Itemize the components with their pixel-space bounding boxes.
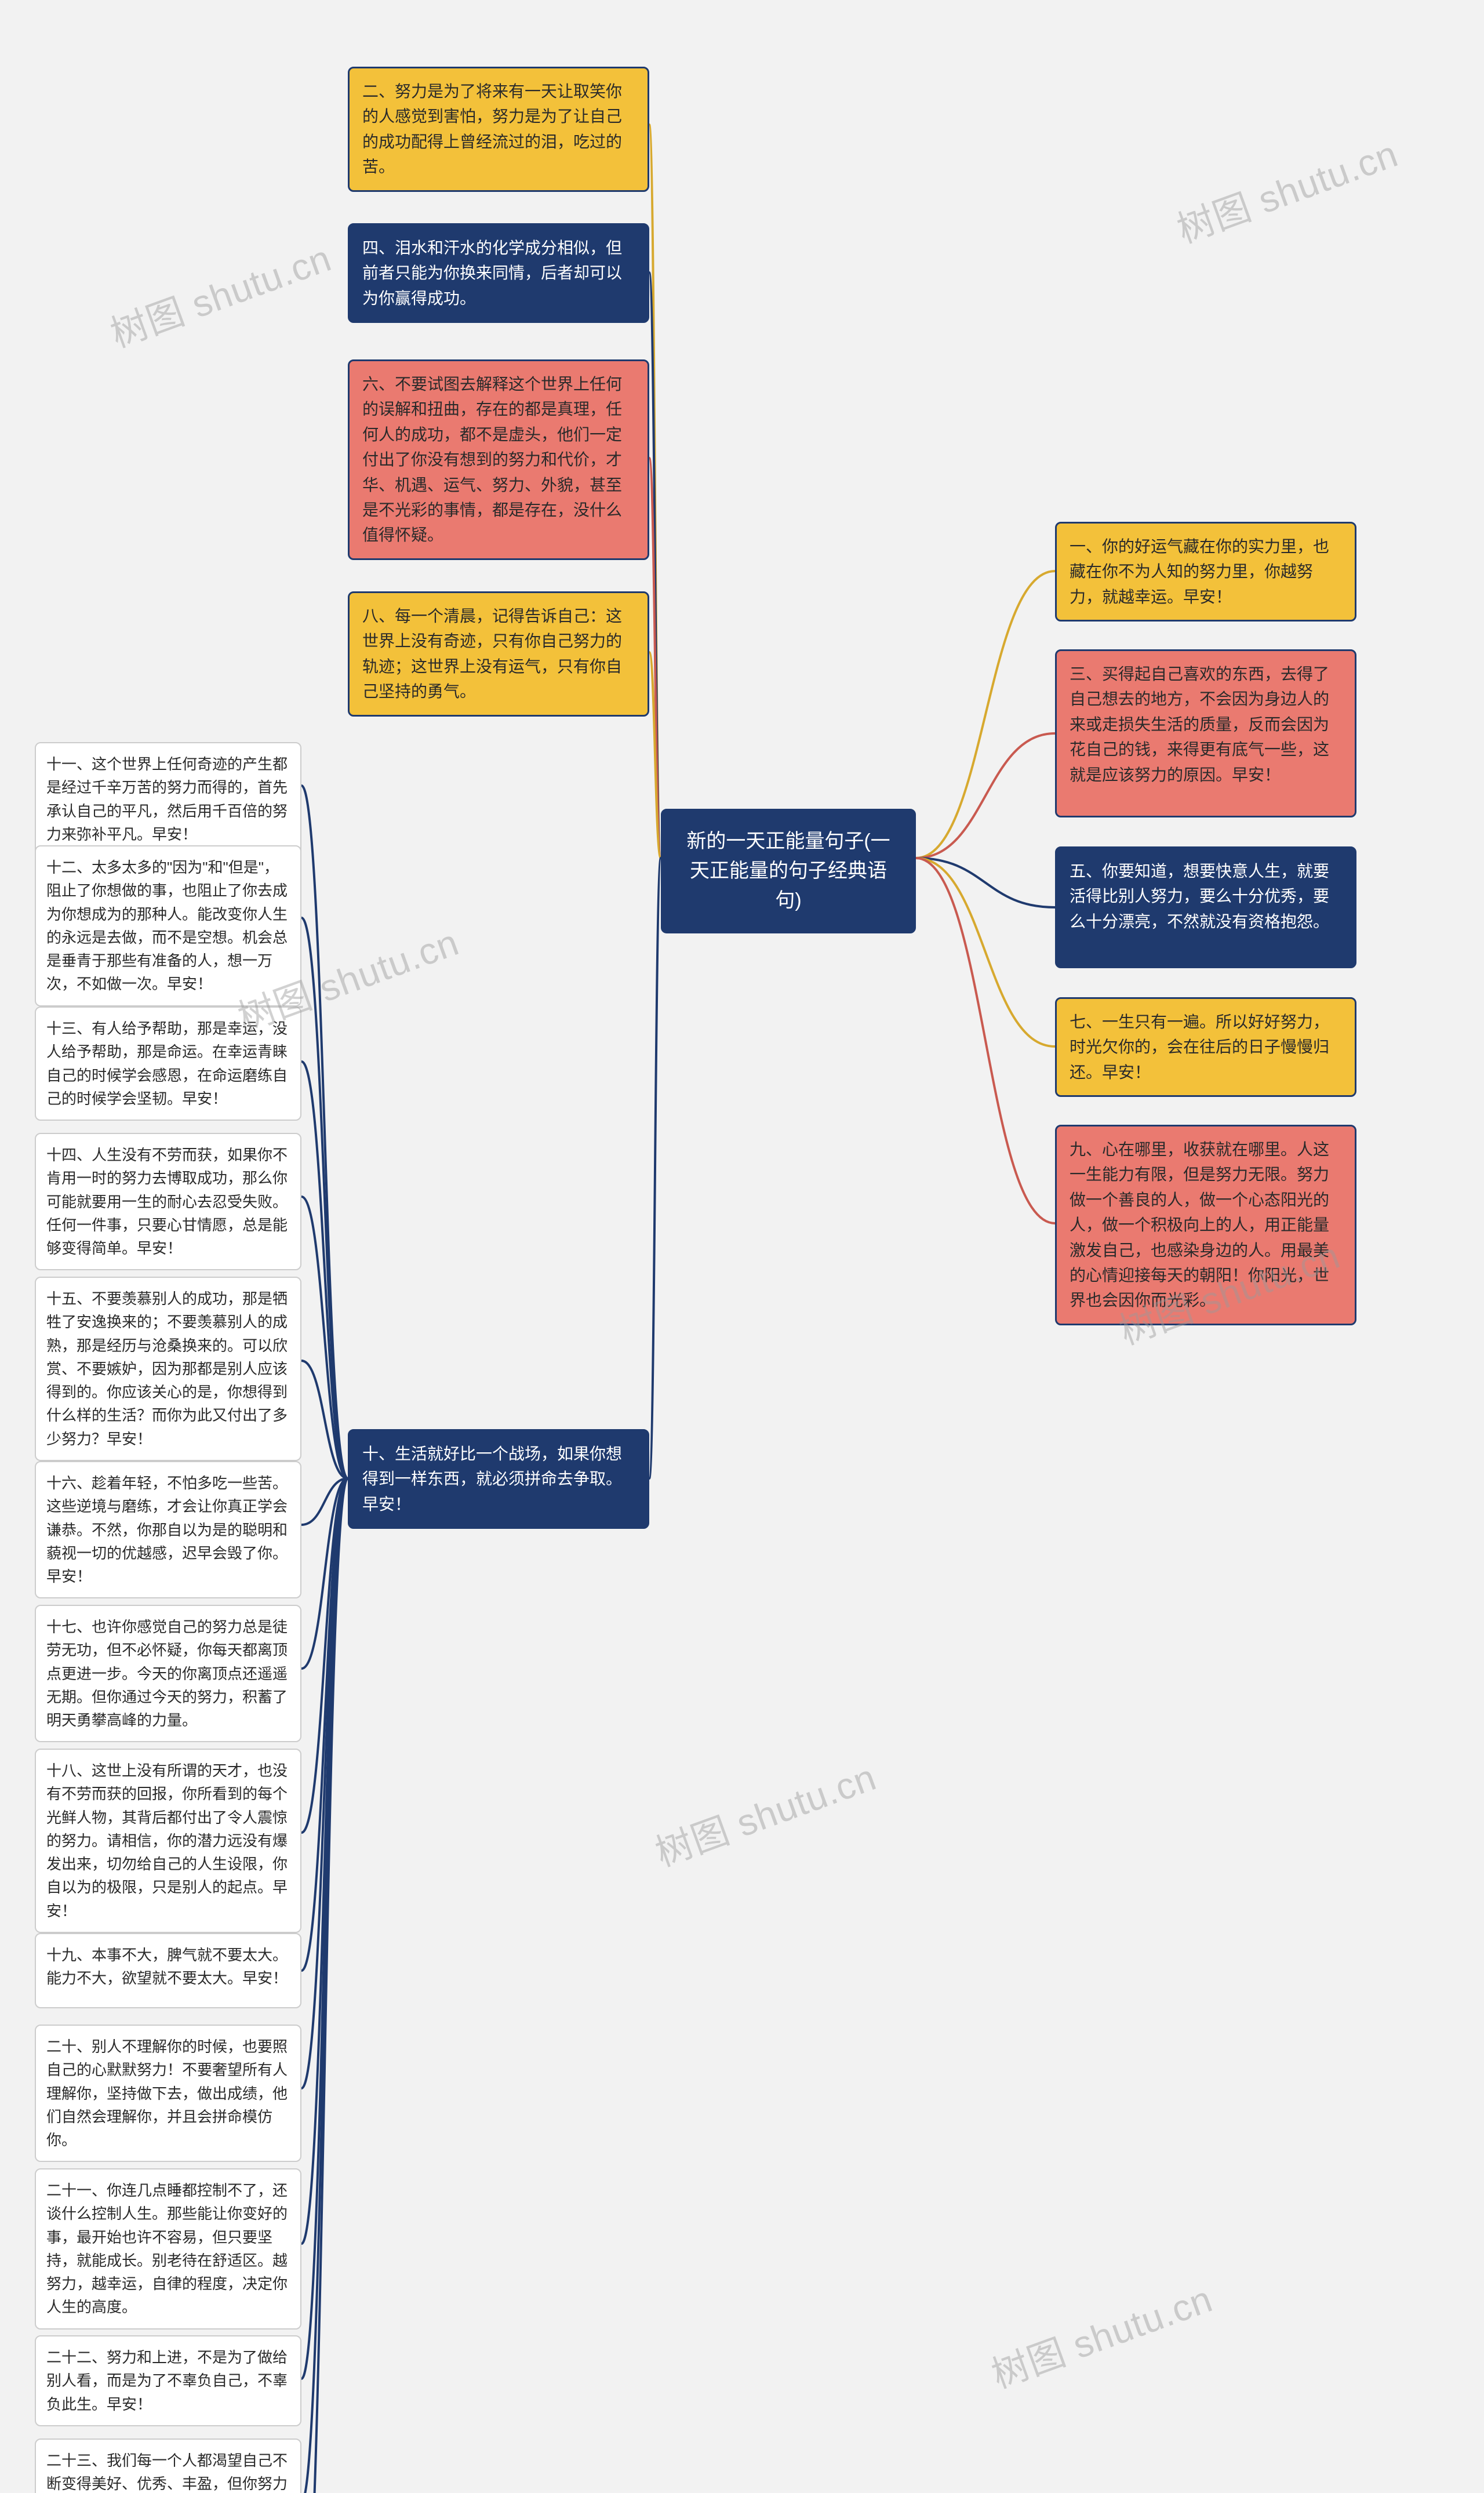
node-c18: 十八、这世上没有所谓的天才，也没有不劳而获的回报，你所看到的每个光鲜人物，其背后…: [35, 1749, 301, 1933]
node-n6: 六、不要试图去解释这个世界上任何的误解和扭曲，存在的都是真理，任何人的成功，都不…: [348, 359, 649, 560]
node-c15: 十五、不要羡慕别人的成功，那是牺牲了安逸换来的；不要羡慕别人的成熟，那是经历与沧…: [35, 1277, 301, 1461]
edge: [916, 733, 1055, 858]
node-c13: 十三、有人给予帮助，那是幸运，没人给予帮助，那是命运。在幸运青睐自己的时候学会感…: [35, 1006, 301, 1121]
watermark: 树图 shutu.cn: [102, 229, 337, 358]
edge: [301, 1197, 348, 1478]
edge: [301, 786, 348, 1478]
edge: [649, 272, 661, 858]
node-c22: 二十二、努力和上进，不是为了做给别人看，而是为了不辜负自己，不辜负此生。早安！: [35, 2335, 301, 2426]
edge: [301, 1478, 348, 2493]
watermark: 树图 shutu.cn: [647, 1748, 882, 1877]
watermark: 树图 shutu.cn: [983, 2270, 1219, 2399]
node-c20: 二十、别人不理解你的时候，也要照自己的心默默努力！不要奢望所有人理解你，坚持做下…: [35, 2025, 301, 2162]
edge: [649, 125, 661, 858]
node-c17: 十七、也许你感觉自己的努力总是徒劳无功，但不必怀疑，你每天都离顶点更进一步。今天…: [35, 1605, 301, 1742]
edge: [649, 458, 661, 858]
edge: [301, 1478, 348, 2379]
edge: [301, 1478, 348, 1525]
edge: [649, 858, 661, 1478]
node-c14: 十四、人生没有不劳而获，如果你不肯用一时的努力去博取成功，那么你可能就要用一生的…: [35, 1133, 301, 1270]
node-c12: 十二、太多太多的"因为"和"但是"，阻止了你想做的事，也阻止了你去成为你想成为的…: [35, 845, 301, 1006]
node-n9: 九、心在哪里，收获就在哪里。人这一生能力有限，但是努力无限。努力做一个善良的人，…: [1055, 1125, 1356, 1325]
edge: [301, 1478, 348, 1833]
edge: [301, 1361, 348, 1478]
node-n5: 五、你要知道，想要快意人生，就要活得比别人努力，要么十分优秀，要么十分漂亮，不然…: [1055, 846, 1356, 968]
edge: [301, 1478, 348, 1971]
node-c21: 二十一、你连几点睡都控制不了，还谈什么控制人生。那些能让你变好的事，最开始也许不…: [35, 2168, 301, 2330]
node-n3: 三、买得起自己喜欢的东西，去得了自己想去的地方，不会因为身边人的来或走损失生活的…: [1055, 649, 1356, 817]
edge: [301, 1478, 348, 2493]
watermark: 树图 shutu.cn: [1169, 125, 1404, 254]
edge: [301, 1478, 348, 2088]
edge: [916, 858, 1055, 907]
edge: [649, 652, 661, 858]
edge: [916, 858, 1055, 1046]
node-n1: 一、你的好运气藏在你的实力里，也藏在你不为人知的努力里，你越努力，就越幸运。早安…: [1055, 522, 1356, 622]
node-n10: 十、生活就好比一个战场，如果你想得到一样东西，就必须拼命去争取。早安！: [348, 1429, 649, 1529]
node-n2: 二、努力是为了将来有一天让取笑你的人感觉到害怕，努力是为了让自己的成功配得上曾经…: [348, 67, 649, 192]
node-c16: 十六、趁着年轻，不怕多吃一些苦。这些逆境与磨练，才会让你真正学会谦恭。不然，你那…: [35, 1461, 301, 1598]
node-c23: 二十三、我们每一个人都渴望自己不断变得美好、优秀、丰盈，但你努力变美变好，绝不只…: [35, 2439, 301, 2493]
mindmap-canvas: 新的一天正能量句子(一天正能量的句子经典语句) 二、努力是为了将来有一天让取笑你的…: [0, 0, 1484, 2493]
node-n4: 四、泪水和汗水的化学成分相似，但前者只能为你换来同情，后者却可以为你赢得成功。: [348, 223, 649, 323]
edge: [916, 858, 1055, 1223]
edge: [301, 1478, 348, 2244]
node-n8: 八、每一个清晨，记得告诉自己：这世界上没有奇迹，只有你自己努力的轨迹；这世界上没…: [348, 591, 649, 717]
node-n7: 七、一生只有一遍。所以好好努力，时光欠你的，会在往后的日子慢慢归还。早安！: [1055, 997, 1356, 1097]
edge: [301, 1062, 348, 1478]
node-c11: 十一、这个世界上任何奇迹的产生都是经过千辛万苦的努力而得的，首先承认自己的平凡，…: [35, 742, 301, 856]
edge: [916, 571, 1055, 858]
node-root: 新的一天正能量句子(一天正能量的句子经典语句): [661, 809, 916, 933]
node-c19: 十九、本事不大，脾气就不要太大。能力不大，欲望就不要太大。早安！: [35, 1933, 301, 2008]
edge: [301, 1478, 348, 1669]
edge: [301, 918, 348, 1478]
